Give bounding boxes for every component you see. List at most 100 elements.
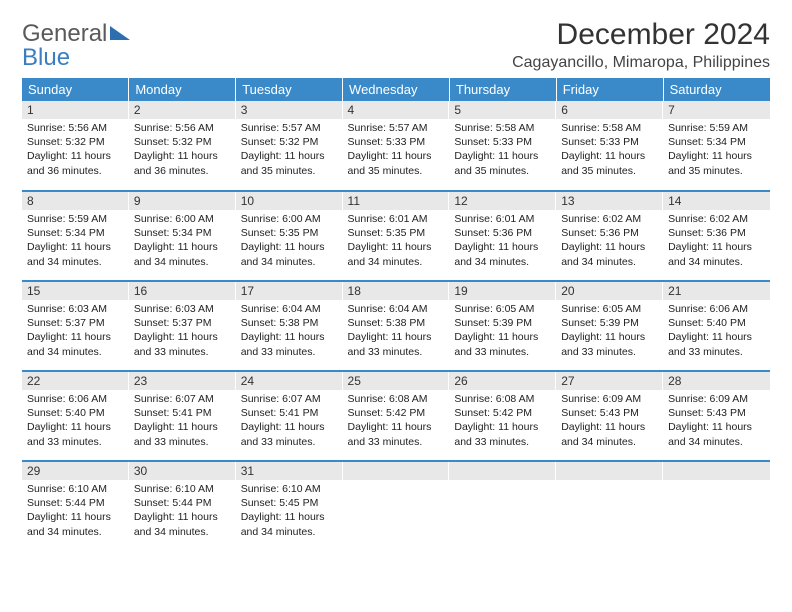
day-number: 18 (343, 282, 450, 300)
day-details: Sunrise: 6:07 AMSunset: 5:41 PMDaylight:… (129, 390, 236, 453)
calendar-day-cell (663, 461, 770, 551)
calendar-week-row: 15Sunrise: 6:03 AMSunset: 5:37 PMDayligh… (22, 281, 770, 371)
day-details: Sunrise: 6:10 AMSunset: 5:44 PMDaylight:… (22, 480, 129, 543)
brand-triangle-icon (110, 26, 130, 40)
calendar-day-cell: 10Sunrise: 6:00 AMSunset: 5:35 PMDayligh… (236, 191, 343, 281)
calendar-header-row: SundayMondayTuesdayWednesdayThursdayFrid… (22, 78, 770, 101)
calendar-table: SundayMondayTuesdayWednesdayThursdayFrid… (22, 78, 770, 551)
day-details: Sunrise: 6:09 AMSunset: 5:43 PMDaylight:… (663, 390, 770, 453)
day-number: 7 (663, 101, 770, 119)
calendar-day-cell: 9Sunrise: 6:00 AMSunset: 5:34 PMDaylight… (129, 191, 236, 281)
calendar-day-cell (343, 461, 450, 551)
day-details: Sunrise: 6:05 AMSunset: 5:39 PMDaylight:… (556, 300, 663, 363)
day-details: Sunrise: 5:56 AMSunset: 5:32 PMDaylight:… (129, 119, 236, 182)
day-number: 17 (236, 282, 343, 300)
day-number: 8 (22, 192, 129, 210)
day-details: Sunrise: 6:03 AMSunset: 5:37 PMDaylight:… (129, 300, 236, 363)
day-number: 28 (663, 372, 770, 390)
day-details: Sunrise: 6:08 AMSunset: 5:42 PMDaylight:… (449, 390, 556, 453)
day-details: Sunrise: 6:09 AMSunset: 5:43 PMDaylight:… (556, 390, 663, 453)
calendar-day-cell: 25Sunrise: 6:08 AMSunset: 5:42 PMDayligh… (343, 371, 450, 461)
calendar-day-cell: 20Sunrise: 6:05 AMSunset: 5:39 PMDayligh… (556, 281, 663, 371)
day-number: 25 (343, 372, 450, 390)
calendar-day-cell: 13Sunrise: 6:02 AMSunset: 5:36 PMDayligh… (556, 191, 663, 281)
brand-text: General Blue (22, 22, 107, 70)
calendar-day-cell: 19Sunrise: 6:05 AMSunset: 5:39 PMDayligh… (449, 281, 556, 371)
day-details: Sunrise: 6:05 AMSunset: 5:39 PMDaylight:… (449, 300, 556, 363)
calendar-day-cell: 1Sunrise: 5:56 AMSunset: 5:32 PMDaylight… (22, 101, 129, 191)
day-details: Sunrise: 5:58 AMSunset: 5:33 PMDaylight:… (449, 119, 556, 182)
day-number: 21 (663, 282, 770, 300)
day-number: 15 (22, 282, 129, 300)
day-number: 31 (236, 462, 343, 480)
calendar-week-row: 29Sunrise: 6:10 AMSunset: 5:44 PMDayligh… (22, 461, 770, 551)
brand-logo: General Blue (22, 18, 130, 70)
day-number: 9 (129, 192, 236, 210)
day-details: Sunrise: 6:00 AMSunset: 5:35 PMDaylight:… (236, 210, 343, 273)
day-number: 6 (556, 101, 663, 119)
calendar-day-cell: 15Sunrise: 6:03 AMSunset: 5:37 PMDayligh… (22, 281, 129, 371)
day-details (449, 480, 556, 486)
weekday-header: Monday (129, 78, 236, 101)
calendar-week-row: 22Sunrise: 6:06 AMSunset: 5:40 PMDayligh… (22, 371, 770, 461)
calendar-day-cell: 2Sunrise: 5:56 AMSunset: 5:32 PMDaylight… (129, 101, 236, 191)
day-number: 10 (236, 192, 343, 210)
day-details: Sunrise: 5:56 AMSunset: 5:32 PMDaylight:… (22, 119, 129, 182)
day-details: Sunrise: 6:01 AMSunset: 5:36 PMDaylight:… (449, 210, 556, 273)
day-details (556, 480, 663, 486)
day-details: Sunrise: 6:04 AMSunset: 5:38 PMDaylight:… (236, 300, 343, 363)
day-details: Sunrise: 6:06 AMSunset: 5:40 PMDaylight:… (22, 390, 129, 453)
day-number: 12 (449, 192, 556, 210)
calendar-day-cell (449, 461, 556, 551)
calendar-day-cell: 29Sunrise: 6:10 AMSunset: 5:44 PMDayligh… (22, 461, 129, 551)
day-number: 19 (449, 282, 556, 300)
calendar-day-cell: 30Sunrise: 6:10 AMSunset: 5:44 PMDayligh… (129, 461, 236, 551)
day-details: Sunrise: 5:59 AMSunset: 5:34 PMDaylight:… (22, 210, 129, 273)
calendar-day-cell: 21Sunrise: 6:06 AMSunset: 5:40 PMDayligh… (663, 281, 770, 371)
day-number: 1 (22, 101, 129, 119)
day-number: 13 (556, 192, 663, 210)
day-details (343, 480, 450, 486)
location-subtitle: Cagayancillo, Mimaropa, Philippines (512, 54, 770, 72)
day-details: Sunrise: 6:00 AMSunset: 5:34 PMDaylight:… (129, 210, 236, 273)
calendar-day-cell: 28Sunrise: 6:09 AMSunset: 5:43 PMDayligh… (663, 371, 770, 461)
calendar-day-cell: 14Sunrise: 6:02 AMSunset: 5:36 PMDayligh… (663, 191, 770, 281)
calendar-week-row: 1Sunrise: 5:56 AMSunset: 5:32 PMDaylight… (22, 101, 770, 191)
day-number: 24 (236, 372, 343, 390)
day-details: Sunrise: 6:02 AMSunset: 5:36 PMDaylight:… (556, 210, 663, 273)
calendar-day-cell: 26Sunrise: 6:08 AMSunset: 5:42 PMDayligh… (449, 371, 556, 461)
calendar-day-cell: 4Sunrise: 5:57 AMSunset: 5:33 PMDaylight… (343, 101, 450, 191)
calendar-day-cell: 22Sunrise: 6:06 AMSunset: 5:40 PMDayligh… (22, 371, 129, 461)
weekday-header: Saturday (663, 78, 770, 101)
day-details: Sunrise: 5:57 AMSunset: 5:32 PMDaylight:… (236, 119, 343, 182)
calendar-day-cell: 6Sunrise: 5:58 AMSunset: 5:33 PMDaylight… (556, 101, 663, 191)
calendar-day-cell: 12Sunrise: 6:01 AMSunset: 5:36 PMDayligh… (449, 191, 556, 281)
weekday-header: Sunday (22, 78, 129, 101)
calendar-day-cell (556, 461, 663, 551)
calendar-day-cell: 3Sunrise: 5:57 AMSunset: 5:32 PMDaylight… (236, 101, 343, 191)
day-number (449, 462, 556, 480)
day-details: Sunrise: 6:10 AMSunset: 5:45 PMDaylight:… (236, 480, 343, 543)
day-number: 14 (663, 192, 770, 210)
day-number: 11 (343, 192, 450, 210)
day-number: 22 (22, 372, 129, 390)
calendar-day-cell: 5Sunrise: 5:58 AMSunset: 5:33 PMDaylight… (449, 101, 556, 191)
calendar-day-cell: 11Sunrise: 6:01 AMSunset: 5:35 PMDayligh… (343, 191, 450, 281)
brand-part2: Blue (22, 44, 70, 71)
weekday-header: Thursday (449, 78, 556, 101)
calendar-day-cell: 7Sunrise: 5:59 AMSunset: 5:34 PMDaylight… (663, 101, 770, 191)
day-details: Sunrise: 5:59 AMSunset: 5:34 PMDaylight:… (663, 119, 770, 182)
calendar-day-cell: 17Sunrise: 6:04 AMSunset: 5:38 PMDayligh… (236, 281, 343, 371)
day-number: 29 (22, 462, 129, 480)
day-number (343, 462, 450, 480)
weekday-header: Wednesday (343, 78, 450, 101)
day-details (663, 480, 770, 486)
brand-part1: General (22, 20, 107, 47)
day-number: 26 (449, 372, 556, 390)
day-details: Sunrise: 5:57 AMSunset: 5:33 PMDaylight:… (343, 119, 450, 182)
calendar-day-cell: 8Sunrise: 5:59 AMSunset: 5:34 PMDaylight… (22, 191, 129, 281)
day-number: 16 (129, 282, 236, 300)
day-details: Sunrise: 5:58 AMSunset: 5:33 PMDaylight:… (556, 119, 663, 182)
day-number: 3 (236, 101, 343, 119)
page-title: December 2024 (512, 18, 770, 52)
